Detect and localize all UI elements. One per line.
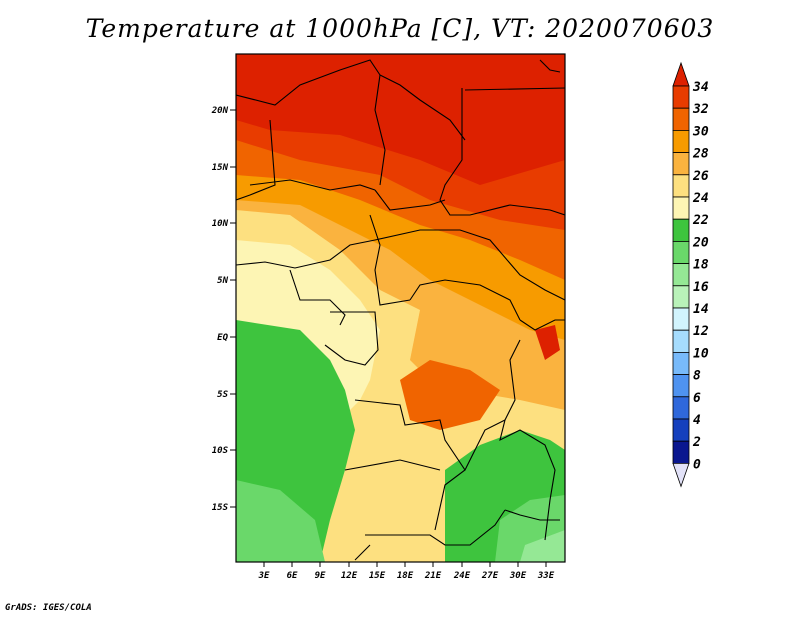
colorbar-label: 8 bbox=[693, 369, 701, 384]
colorbar-swatch bbox=[672, 152, 690, 176]
lon-label: 3E bbox=[258, 571, 270, 581]
colorbar-swatch bbox=[672, 107, 690, 131]
map-frame bbox=[235, 53, 566, 563]
country-borders bbox=[236, 59, 565, 561]
lon-label: 18E bbox=[397, 571, 414, 581]
colorbar-swatch bbox=[672, 85, 690, 109]
colorbar-swatch bbox=[672, 174, 690, 198]
colorbar-swatch bbox=[672, 351, 690, 375]
lon-label: 24E bbox=[453, 571, 471, 581]
colorbar-swatch bbox=[672, 440, 690, 464]
grads-credit: GrADS: IGES/COLA bbox=[5, 603, 92, 613]
colorbar-top-arrow bbox=[672, 61, 690, 87]
colorbar-label: 14 bbox=[693, 302, 709, 317]
colorbar-label: 28 bbox=[692, 147, 709, 162]
lat-label: 5N bbox=[217, 276, 228, 286]
lon-label: 30E bbox=[509, 571, 527, 581]
lon-label: 33E bbox=[537, 571, 555, 581]
longitude-axis: 3E 6E 9E 12E 15E 18E 21E 24E 27E 30E 33E bbox=[258, 562, 555, 581]
colorbar-label: 26 bbox=[692, 169, 709, 184]
lon-label: 15E bbox=[369, 571, 386, 581]
colorbar-label: 34 bbox=[692, 80, 709, 95]
lat-label: 5S bbox=[217, 390, 228, 400]
colorbar-label: 32 bbox=[692, 102, 709, 117]
lon-label: 27E bbox=[481, 571, 499, 581]
colorbar-bottom-arrow bbox=[672, 462, 690, 488]
colorbar-label: 24 bbox=[692, 191, 709, 206]
colorbar-label: 30 bbox=[692, 124, 709, 139]
lat-label: 10S bbox=[212, 446, 229, 456]
colorbar-label: 18 bbox=[693, 258, 709, 273]
colorbar-label: 4 bbox=[693, 413, 701, 428]
colorbar-swatch bbox=[672, 218, 690, 242]
colorbar-swatch bbox=[672, 240, 690, 264]
colorbar-swatch bbox=[672, 285, 690, 309]
lat-label: 10N bbox=[212, 219, 229, 229]
colorbar-swatch bbox=[672, 196, 690, 220]
lon-label: 9E bbox=[315, 571, 326, 581]
colorbar-swatch bbox=[672, 263, 690, 287]
colorbar-label: 0 bbox=[693, 457, 701, 472]
lon-label: 21E bbox=[424, 571, 442, 581]
colorbar-swatch bbox=[672, 374, 690, 398]
colorbar-swatch bbox=[672, 307, 690, 331]
colorbar-label: 20 bbox=[692, 235, 709, 250]
lat-label: 20N bbox=[211, 106, 229, 116]
lat-label: EQ bbox=[217, 333, 228, 343]
colorbar-label: 10 bbox=[693, 346, 709, 361]
colorbar-swatch bbox=[672, 129, 690, 153]
lon-label: 12E bbox=[341, 571, 358, 581]
colorbar-label: 6 bbox=[693, 391, 701, 406]
colorbar-swatch bbox=[672, 418, 690, 442]
plot-title: Temperature at 1000hPa [C], VT: 20200706… bbox=[85, 14, 715, 43]
colorbar-swatch bbox=[672, 329, 690, 353]
colorbar-label: 2 bbox=[692, 435, 701, 450]
latitude-axis: 20N 15N 10N 5N EQ 5S 10S 15S bbox=[211, 106, 236, 513]
lon-label: 6E bbox=[287, 571, 298, 581]
lat-label: 15S bbox=[212, 503, 229, 513]
colorbar-label: 12 bbox=[693, 324, 709, 339]
colorbar-swatch bbox=[672, 396, 690, 420]
colorbar-label: 16 bbox=[693, 280, 709, 295]
lat-label: 15N bbox=[212, 163, 229, 173]
colorbar-label: 22 bbox=[692, 213, 709, 228]
temperature-field bbox=[236, 54, 565, 562]
